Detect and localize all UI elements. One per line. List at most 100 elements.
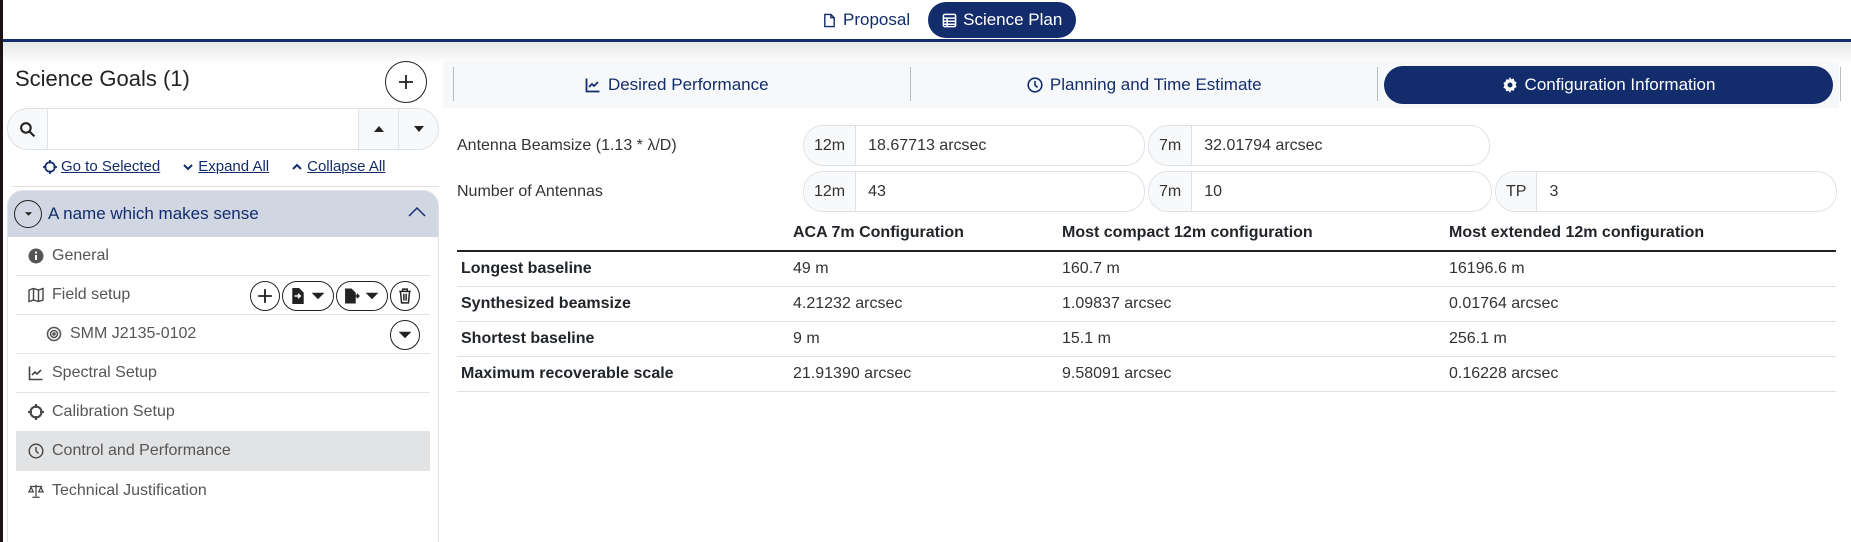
field-prefix: 12m — [804, 172, 857, 211]
chevron-down-icon — [183, 163, 193, 170]
top-nav: Proposal Science Plan — [808, 2, 1077, 38]
column-header: Most compact 12m configuration — [1058, 215, 1445, 252]
nav-item-technical-justification[interactable]: Technical Justification — [16, 471, 430, 510]
tab-configuration-information[interactable]: Configuration Information — [1384, 66, 1841, 104]
field-value: 43 — [856, 172, 898, 211]
collapse-all-label: Collapse All — [307, 158, 386, 175]
nav-item-field-setup[interactable]: Field setup — [16, 276, 430, 315]
add-science-goal-button[interactable] — [385, 61, 427, 103]
beamsize-label: Antenna Beamsize (1.13 * λ/D) — [457, 136, 677, 154]
caret-down-icon — [311, 292, 325, 300]
source-actions — [390, 320, 420, 350]
delete-field-button[interactable] — [390, 281, 420, 311]
table-cell: 16196.6 m — [1445, 251, 1836, 287]
nav-item-spectral-setup[interactable]: Spectral Setup — [16, 354, 430, 393]
file-export-icon — [345, 288, 360, 304]
import-field-button[interactable] — [282, 281, 334, 311]
column-header: Most extended 12m configuration — [1445, 215, 1836, 252]
field-value: 18.67713 arcsec — [856, 126, 999, 165]
table-cell: 9 m — [789, 321, 1058, 357]
table-cell: 0.01764 arcsec — [1445, 286, 1836, 322]
nav-proposal[interactable]: Proposal — [808, 2, 924, 38]
info-icon — [28, 248, 44, 264]
source-menu-button[interactable] — [390, 320, 420, 350]
tab-planning-and-time-estimate[interactable]: Planning and Time Estimate — [911, 66, 1379, 104]
crosshair-icon — [28, 404, 44, 420]
table-row: Synthesized beamsize 4.21232 arcsec 1.09… — [457, 286, 1836, 322]
caret-up-icon — [373, 126, 384, 132]
nav-science-plan[interactable]: Science Plan — [928, 2, 1077, 38]
row-header: Shortest baseline — [457, 321, 789, 357]
top-navbar: Proposal Science Plan — [3, 0, 1851, 42]
field-prefix: 7m — [1149, 172, 1193, 211]
search-prev-button[interactable] — [358, 109, 398, 149]
table-cell: 9.58091 arcsec — [1058, 356, 1445, 392]
field-prefix: TP — [1496, 172, 1538, 211]
field-value: 3 — [1537, 172, 1571, 211]
nav-science-plan-label: Science Plan — [963, 10, 1063, 29]
chart-line-icon — [585, 78, 600, 93]
nav-item-source[interactable]: SMM J2135-0102 — [16, 315, 430, 354]
science-goal-menu-button[interactable] — [14, 200, 42, 228]
row-header: Maximum recoverable scale — [457, 356, 789, 392]
caret-down-icon — [398, 331, 412, 339]
nav-item-label: Control and Performance — [52, 442, 231, 459]
table-cell: 49 m — [789, 251, 1058, 287]
search-next-button[interactable] — [398, 109, 438, 149]
caret-down-icon — [24, 212, 32, 216]
caret-down-icon — [413, 126, 424, 132]
table-cell: 0.16228 arcsec — [1445, 356, 1836, 392]
clock-icon — [1027, 77, 1043, 93]
target-icon — [46, 326, 62, 342]
beamsize-12m-field: 12m 18.67713 arcsec — [803, 125, 1145, 166]
nav-item-control-and-performance[interactable]: Control and Performance — [16, 432, 430, 471]
nav-item-label: General — [52, 247, 109, 264]
search-icon — [8, 109, 48, 149]
expand-all-label: Expand All — [198, 158, 270, 175]
scale-icon — [28, 484, 44, 498]
nav-item-label: Spectral Setup — [52, 364, 157, 381]
nav-item-calibration-setup[interactable]: Calibration Setup — [16, 393, 430, 432]
gear-icon — [1502, 77, 1517, 93]
tree-actions: Go to Selected Expand All Collapse All — [43, 158, 386, 175]
field-setup-actions — [250, 281, 420, 311]
tab-label: Configuration Information — [1524, 75, 1716, 94]
table-cell: 1.09837 arcsec — [1058, 286, 1445, 322]
field-prefix: 12m — [804, 126, 857, 165]
tab-desired-performance[interactable]: Desired Performance — [443, 66, 911, 104]
chevron-up-icon[interactable] — [408, 206, 426, 218]
table-row: Shortest baseline 9 m 15.1 m 256.1 m — [457, 321, 1836, 357]
table-cell: 256.1 m — [1445, 321, 1836, 357]
science-goals-title: Science Goals (1) — [15, 66, 190, 91]
add-field-button[interactable] — [250, 281, 280, 311]
table-icon — [942, 13, 957, 27]
tab-label: Planning and Time Estimate — [1049, 75, 1262, 94]
collapse-all-link[interactable]: Collapse All — [291, 158, 386, 175]
go-to-selected-link[interactable]: Go to Selected — [43, 158, 160, 175]
beamsize-7m-field: 7m 32.01794 arcsec — [1148, 125, 1490, 166]
table-cell: 160.7 m — [1058, 251, 1445, 287]
nav-item-general[interactable]: General — [16, 237, 430, 276]
column-header — [457, 215, 789, 252]
search-input[interactable] — [48, 109, 358, 149]
table-row: Maximum recoverable scale 21.91390 arcse… — [457, 356, 1836, 392]
nav-item-label: SMM J2135-0102 — [70, 325, 197, 342]
configuration-table: ACA 7m Configuration Most compact 12m co… — [457, 215, 1836, 392]
science-goal-nav: General Field setup — [8, 237, 438, 510]
antennas-row: Number of Antennas 12m 43 7m 10 TP 3 — [457, 171, 1840, 212]
field-value: 32.01794 arcsec — [1192, 126, 1335, 165]
antennas-tp-field: TP 3 — [1495, 171, 1837, 212]
science-goal-name: A name which makes sense — [48, 204, 259, 223]
plus-icon — [399, 75, 413, 89]
tab-label: Desired Performance — [607, 75, 769, 94]
nav-item-label: Field setup — [52, 286, 131, 303]
table-row: Longest baseline 49 m 160.7 m 16196.6 m — [457, 251, 1836, 287]
nav-item-label: Calibration Setup — [52, 403, 175, 420]
caret-down-icon — [365, 292, 379, 300]
science-goal-card: A name which makes sense General Field s… — [7, 190, 439, 542]
export-field-button[interactable] — [336, 281, 388, 311]
antennas-label: Number of Antennas — [457, 182, 603, 200]
expand-all-link[interactable]: Expand All — [182, 158, 269, 175]
science-goal-header[interactable]: A name which makes sense — [8, 191, 438, 237]
file-import-icon — [292, 288, 304, 304]
